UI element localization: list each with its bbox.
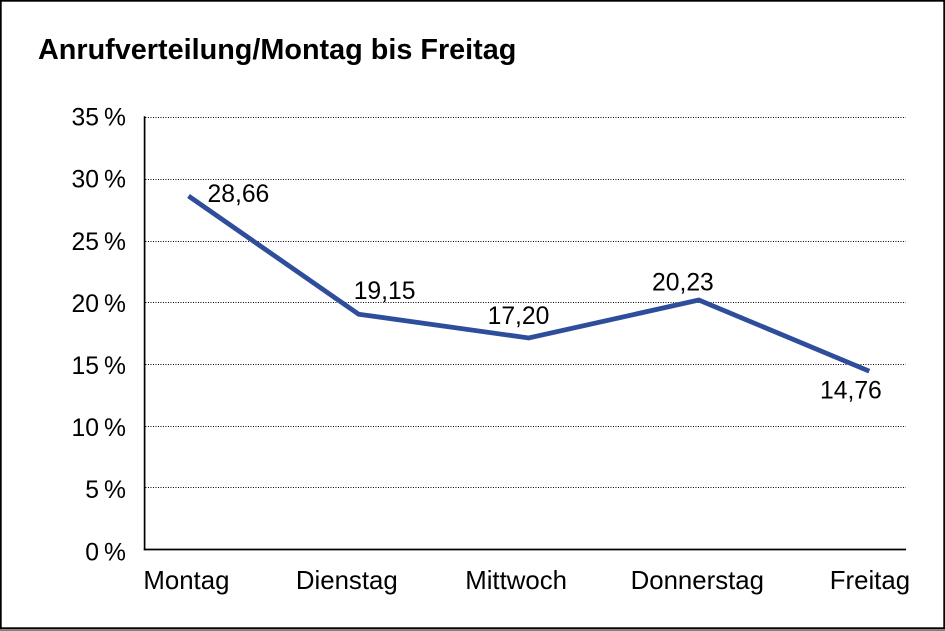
svg-text:14,76: 14,76: [820, 378, 882, 405]
svg-text:30 %: 30 %: [72, 167, 127, 194]
svg-text:0 %: 0 %: [85, 539, 126, 566]
svg-text:17,20: 17,20: [488, 303, 550, 330]
svg-text:Donnerstag: Donnerstag: [631, 567, 764, 595]
svg-text:28,66: 28,66: [208, 181, 270, 208]
svg-text:Montag: Montag: [143, 567, 229, 595]
svg-text:10 %: 10 %: [72, 415, 127, 442]
svg-text:35 %: 35 %: [72, 105, 127, 132]
svg-text:19,15: 19,15: [354, 278, 416, 305]
svg-text:Anrufverteilung/Montag bis Fre: Anrufverteilung/Montag bis Freitag: [38, 34, 516, 66]
svg-text:Dienstag: Dienstag: [296, 567, 398, 595]
svg-text:15 %: 15 %: [72, 353, 127, 380]
svg-text:Freitag: Freitag: [830, 567, 910, 595]
svg-text:20,23: 20,23: [652, 270, 714, 297]
svg-text:5 %: 5 %: [85, 477, 126, 504]
svg-text:25 %: 25 %: [72, 229, 127, 256]
svg-text:Mittwoch: Mittwoch: [465, 567, 567, 595]
svg-text:20 %: 20 %: [72, 291, 127, 318]
